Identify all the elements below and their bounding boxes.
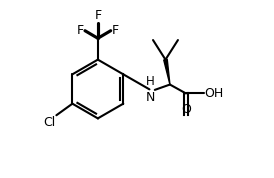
Text: H: H [146, 75, 155, 88]
Text: F: F [112, 24, 119, 37]
Text: F: F [94, 9, 101, 22]
Text: N: N [146, 91, 155, 104]
Text: F: F [77, 24, 84, 37]
Text: Cl: Cl [43, 116, 56, 129]
Polygon shape [164, 59, 170, 85]
Text: OH: OH [205, 87, 224, 100]
Text: O: O [181, 103, 191, 116]
